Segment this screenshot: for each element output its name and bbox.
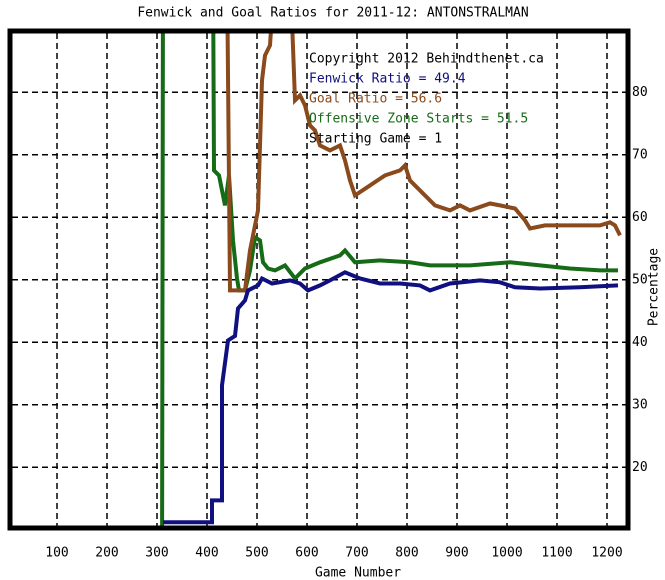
x-tick-label: 200 [95,546,118,561]
x-tick-label: 1000 [491,546,522,561]
x-tick-label: 100 [45,546,68,561]
annotation: Fenwick Ratio = 49.4 [309,72,466,87]
y-tick-label: 30 [632,397,648,412]
y-tick-label: 60 [632,210,648,225]
x-tick-label: 900 [445,546,468,561]
y-tick-label: 70 [632,147,648,162]
series-line [160,33,618,526]
x-tick-label: 500 [245,546,268,561]
y-tick-label: 40 [632,335,648,350]
x-tick-label: 1200 [591,546,622,561]
annotation: Starting Game = 1 [309,132,442,147]
annotation: Copyright 2012 Behindthenet.ca [309,52,544,67]
lines [160,33,622,526]
y-axis-label: Percentage [647,248,662,326]
y-tick-label: 20 [632,460,648,475]
x-axis-label: Game Number [315,566,401,580]
x-tick-label: 800 [395,546,418,561]
chart-title: Fenwick and Goal Ratios for 2011-12: ANT… [137,6,528,21]
annotation: Offensive Zone Starts = 51.5 [309,112,528,127]
x-tick-label: 600 [295,546,318,561]
x-tick-label: 1100 [541,546,572,561]
x-tick-label: 700 [345,546,368,561]
y-tick-label: 80 [632,85,648,100]
x-tick-label: 300 [145,546,168,561]
series-line [163,270,619,525]
annotations: Copyright 2012 Behindthenet.ca Fenwick Ra… [309,52,544,147]
annotation: Goal Ratio = 56.6 [309,92,442,107]
y-tick-label: 50 [632,272,648,287]
x-tick-label: 400 [195,546,218,561]
series-line [225,33,622,293]
plot-border [7,28,631,531]
